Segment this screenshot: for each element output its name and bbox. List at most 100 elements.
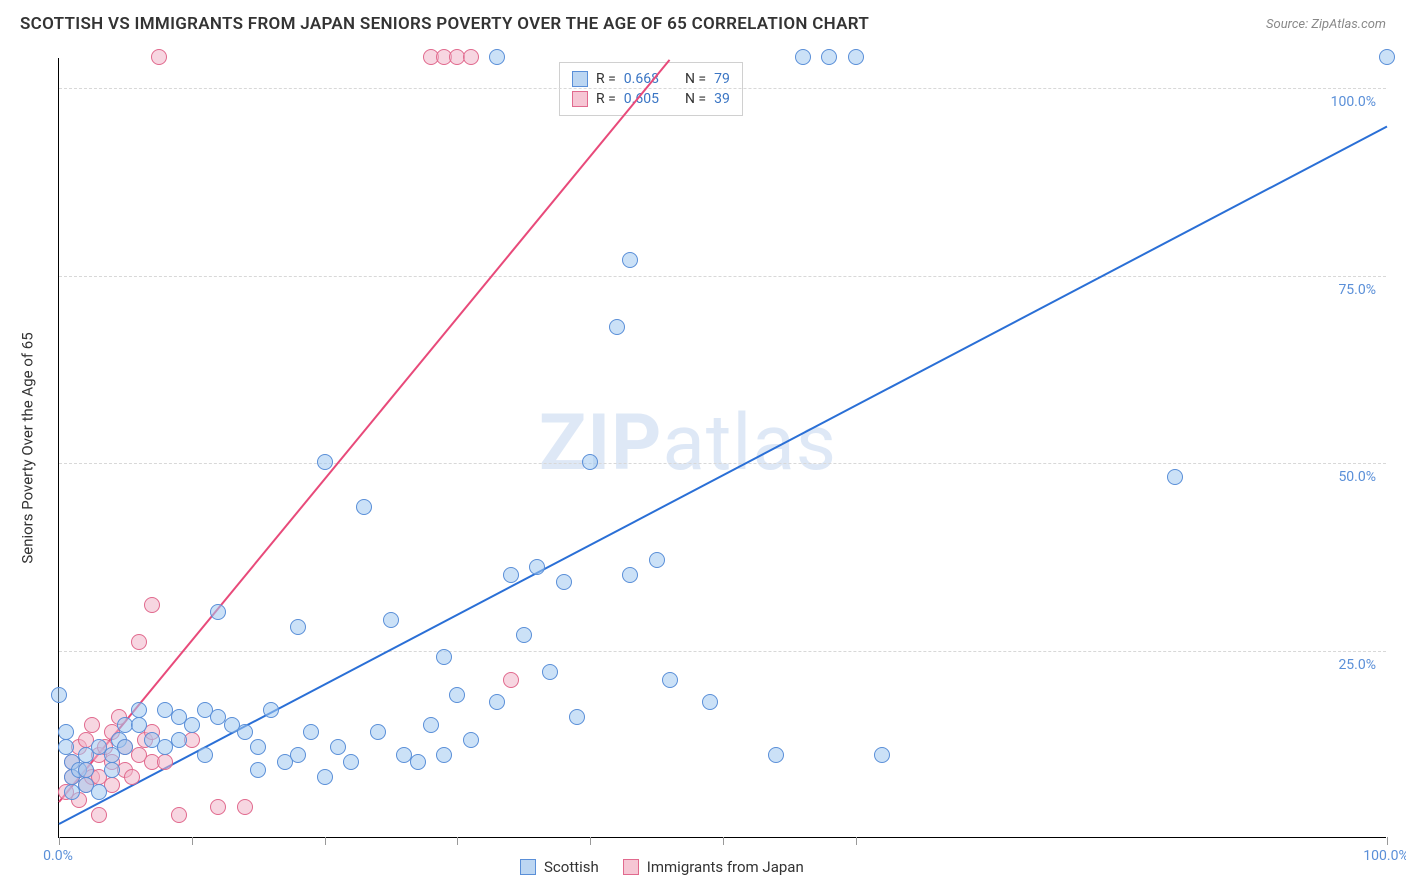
legend-item-scottish: Scottish bbox=[520, 858, 599, 876]
watermark: ZIPatlas bbox=[539, 398, 837, 489]
data-point-scottish bbox=[171, 732, 187, 748]
data-point-scottish bbox=[662, 672, 678, 688]
legend-label-japan: Immigrants from Japan bbox=[647, 858, 804, 876]
data-point-scottish bbox=[58, 739, 74, 755]
r-label: R = bbox=[596, 71, 616, 87]
data-point-scottish bbox=[556, 574, 572, 590]
y-tick-label: 75.0% bbox=[1338, 282, 1376, 298]
data-point-scottish bbox=[436, 649, 452, 665]
series-legend: Scottish Immigrants from Japan bbox=[520, 858, 804, 876]
data-point-japan bbox=[151, 49, 167, 65]
data-point-scottish bbox=[117, 739, 133, 755]
gridline-horizontal bbox=[59, 463, 1386, 464]
data-point-japan bbox=[91, 807, 107, 823]
watermark-bold: ZIP bbox=[539, 398, 662, 489]
data-point-scottish bbox=[383, 612, 399, 628]
x-tick bbox=[457, 837, 458, 845]
x-tick-label: 0.0% bbox=[43, 848, 73, 864]
data-point-scottish bbox=[821, 49, 837, 65]
data-point-scottish bbox=[317, 769, 333, 785]
data-point-scottish bbox=[184, 717, 200, 733]
watermark-light: atlas bbox=[662, 398, 837, 489]
x-tick bbox=[590, 837, 591, 845]
legend-swatch-scottish bbox=[520, 859, 536, 875]
data-point-scottish bbox=[290, 619, 306, 635]
legend-swatch-scottish bbox=[572, 71, 588, 87]
data-point-japan bbox=[124, 769, 140, 785]
data-point-scottish bbox=[449, 687, 465, 703]
data-point-japan bbox=[157, 754, 173, 770]
data-point-scottish bbox=[356, 499, 372, 515]
data-point-scottish bbox=[795, 49, 811, 65]
y-tick-label: 100.0% bbox=[1331, 94, 1376, 110]
n-value-japan: 39 bbox=[714, 91, 730, 107]
data-point-scottish bbox=[303, 724, 319, 740]
data-point-scottish bbox=[1167, 469, 1183, 485]
data-point-scottish bbox=[503, 567, 519, 583]
data-point-scottish bbox=[516, 627, 532, 643]
x-tick bbox=[856, 837, 857, 845]
data-point-scottish bbox=[768, 747, 784, 763]
data-point-scottish bbox=[343, 754, 359, 770]
n-label: N = bbox=[685, 91, 706, 107]
chart-plot-area: ZIPatlas R = 0.668 N = 79 R = 0.605 N = … bbox=[58, 58, 1386, 838]
data-point-scottish bbox=[423, 717, 439, 733]
r-label: R = bbox=[596, 91, 616, 107]
x-tick-label: 100.0% bbox=[1363, 848, 1406, 864]
data-point-scottish bbox=[197, 747, 213, 763]
data-point-japan bbox=[171, 807, 187, 823]
data-point-scottish bbox=[582, 454, 598, 470]
data-point-scottish bbox=[78, 762, 94, 778]
data-point-scottish bbox=[410, 754, 426, 770]
data-point-scottish bbox=[290, 747, 306, 763]
trend-line-scottish bbox=[59, 126, 1388, 825]
data-point-japan bbox=[210, 799, 226, 815]
data-point-japan bbox=[237, 799, 253, 815]
n-label: N = bbox=[685, 71, 706, 87]
data-point-scottish bbox=[91, 784, 107, 800]
data-point-scottish bbox=[131, 702, 147, 718]
data-point-scottish bbox=[702, 694, 718, 710]
legend-swatch-japan bbox=[623, 859, 639, 875]
x-tick bbox=[59, 837, 60, 845]
gridline-horizontal bbox=[59, 651, 1386, 652]
legend-row-japan: R = 0.605 N = 39 bbox=[572, 89, 730, 109]
data-point-scottish bbox=[569, 709, 585, 725]
data-point-japan bbox=[131, 634, 147, 650]
source-citation: Source: ZipAtlas.com bbox=[1266, 17, 1386, 32]
y-axis-label-container: Seniors Poverty Over the Age of 65 bbox=[16, 58, 40, 838]
data-point-scottish bbox=[263, 702, 279, 718]
gridline-horizontal bbox=[59, 276, 1386, 277]
legend-item-japan: Immigrants from Japan bbox=[623, 858, 804, 876]
x-tick bbox=[723, 837, 724, 845]
data-point-scottish bbox=[436, 747, 452, 763]
data-point-japan bbox=[144, 597, 160, 613]
data-point-scottish bbox=[874, 747, 890, 763]
data-point-scottish bbox=[370, 724, 386, 740]
y-tick-label: 50.0% bbox=[1338, 469, 1376, 485]
data-point-scottish bbox=[210, 604, 226, 620]
data-point-scottish bbox=[58, 724, 74, 740]
data-point-scottish bbox=[463, 732, 479, 748]
data-point-scottish bbox=[250, 739, 266, 755]
x-tick bbox=[192, 837, 193, 845]
data-point-scottish bbox=[104, 762, 120, 778]
data-point-scottish bbox=[489, 694, 505, 710]
data-point-scottish bbox=[489, 49, 505, 65]
data-point-japan bbox=[84, 717, 100, 733]
data-point-scottish bbox=[51, 687, 67, 703]
data-point-scottish bbox=[542, 664, 558, 680]
y-tick-label: 25.0% bbox=[1338, 657, 1376, 673]
legend-swatch-japan bbox=[572, 91, 588, 107]
data-point-scottish bbox=[330, 739, 346, 755]
data-point-scottish bbox=[609, 319, 625, 335]
x-tick bbox=[1387, 837, 1388, 845]
data-point-scottish bbox=[622, 252, 638, 268]
data-point-scottish bbox=[649, 552, 665, 568]
gridline-horizontal bbox=[59, 88, 1386, 89]
data-point-scottish bbox=[131, 717, 147, 733]
data-point-scottish bbox=[317, 454, 333, 470]
chart-header: SCOTTISH VS IMMIGRANTS FROM JAPAN SENIOR… bbox=[0, 0, 1406, 48]
data-point-scottish bbox=[848, 49, 864, 65]
data-point-scottish bbox=[237, 724, 253, 740]
